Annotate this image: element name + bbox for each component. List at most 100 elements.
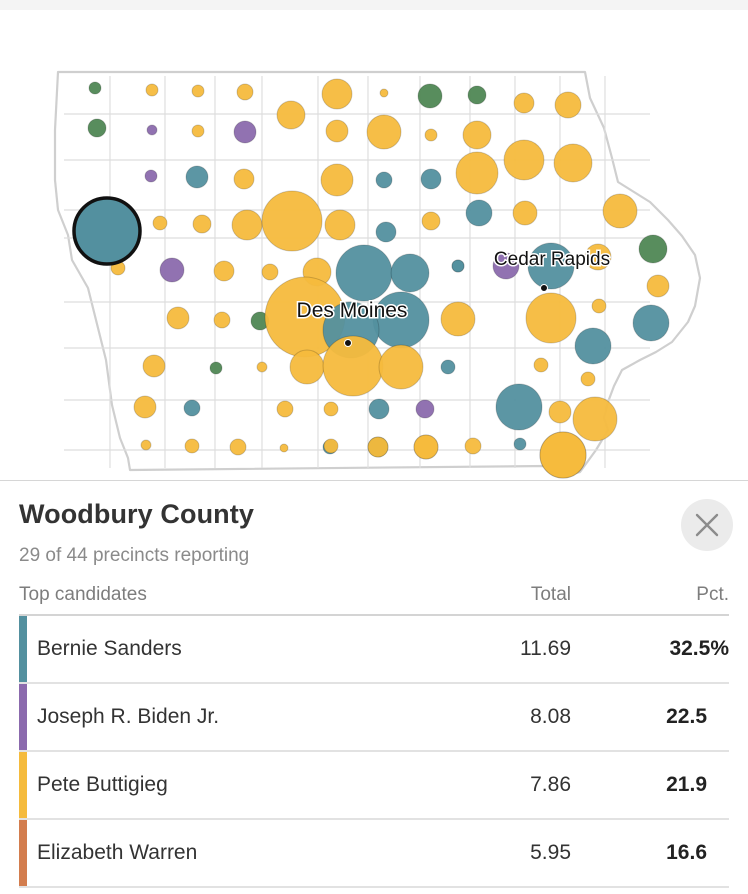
candidate-name: Joseph R. Biden Jr. xyxy=(37,705,220,728)
county-bubbles[interactable] xyxy=(72,78,670,479)
county-bubble[interactable] xyxy=(231,209,263,241)
county-bubble[interactable] xyxy=(368,398,390,420)
county-bubble[interactable] xyxy=(574,327,612,365)
county-bubble[interactable] xyxy=(455,151,499,195)
county-bubble[interactable] xyxy=(192,214,212,234)
county-bubble[interactable] xyxy=(146,124,158,136)
county-bubble[interactable] xyxy=(539,431,587,479)
county-bubble[interactable] xyxy=(88,81,102,95)
county-bubble[interactable] xyxy=(632,304,670,342)
close-button[interactable] xyxy=(681,499,733,551)
county-bubble[interactable] xyxy=(492,252,520,280)
county-bubble[interactable] xyxy=(602,193,638,229)
county-bubble[interactable] xyxy=(379,88,389,98)
county-bubble[interactable] xyxy=(159,257,185,283)
county-bubble[interactable] xyxy=(440,301,476,337)
county-bubble[interactable] xyxy=(191,84,205,98)
county-bubble[interactable] xyxy=(512,200,538,226)
candidate-total: 5.95 xyxy=(530,841,571,864)
county-bubble[interactable] xyxy=(140,439,152,451)
county-bubble[interactable] xyxy=(572,396,618,442)
county-bubble[interactable] xyxy=(513,437,527,451)
county-bubble[interactable] xyxy=(213,260,235,282)
county-bubble[interactable] xyxy=(229,438,247,456)
county-bubble[interactable] xyxy=(503,139,545,181)
county-bubble[interactable] xyxy=(289,349,325,385)
iowa-results-map[interactable]: Des Moines Cedar Rapids xyxy=(0,10,748,480)
candidate-color-swatch xyxy=(19,616,27,682)
top-strip xyxy=(0,0,748,10)
county-bubble[interactable] xyxy=(87,118,107,138)
county-bubble[interactable] xyxy=(527,242,575,290)
county-bubble[interactable] xyxy=(185,165,209,189)
county-bubble[interactable] xyxy=(335,244,393,302)
county-detail-panel: Woodbury County 29 of 44 precincts repor… xyxy=(0,480,748,894)
county-bubble[interactable] xyxy=(525,292,577,344)
county-bubble[interactable] xyxy=(390,253,430,293)
county-bubble[interactable] xyxy=(465,199,493,227)
county-bubble[interactable] xyxy=(366,114,402,150)
county-bubble[interactable] xyxy=(276,400,294,418)
county-bubble[interactable] xyxy=(233,120,257,144)
county-bubble[interactable] xyxy=(142,354,166,378)
county-bubble[interactable] xyxy=(209,361,223,375)
table-row: Joseph R. Biden Jr. 8.08 22.5 xyxy=(19,684,729,752)
county-bubble[interactable] xyxy=(420,168,442,190)
county-bubble[interactable] xyxy=(533,357,549,373)
county-bubble[interactable] xyxy=(467,85,487,105)
county-bubble[interactable] xyxy=(421,211,441,231)
county-bubble[interactable] xyxy=(256,361,268,373)
table-row: Bernie Sanders 11.69 32.5% xyxy=(19,616,729,684)
candidate-name: Bernie Sanders xyxy=(37,637,182,660)
county-bubble[interactable] xyxy=(646,274,670,298)
county-bubble[interactable] xyxy=(417,83,443,109)
county-bubble[interactable] xyxy=(276,100,306,130)
county-bubble[interactable] xyxy=(553,143,593,183)
county-bubble[interactable] xyxy=(325,119,349,143)
candidate-total: 7.86 xyxy=(530,773,571,796)
candidate-color-swatch xyxy=(19,752,27,818)
county-bubble[interactable] xyxy=(191,124,205,138)
county-bubble[interactable] xyxy=(279,443,289,453)
county-bubble[interactable] xyxy=(548,400,572,424)
county-bubble[interactable] xyxy=(367,436,389,458)
county-bubble[interactable] xyxy=(133,395,157,419)
county-bubble[interactable] xyxy=(183,399,201,417)
candidate-total: 11.69 xyxy=(520,637,571,660)
county-bubble[interactable] xyxy=(554,91,582,119)
county-bubble[interactable] xyxy=(591,298,607,314)
county-bubble[interactable] xyxy=(415,399,435,419)
county-bubble[interactable] xyxy=(322,335,384,397)
county-bubble[interactable] xyxy=(513,92,535,114)
county-bubble[interactable] xyxy=(145,83,159,97)
county-bubble[interactable] xyxy=(424,128,438,142)
county-bubble[interactable] xyxy=(584,243,612,271)
county-bubble[interactable] xyxy=(184,438,200,454)
candidate-name: Elizabeth Warren xyxy=(37,841,198,864)
county-bubble[interactable] xyxy=(233,168,255,190)
county-bubble[interactable] xyxy=(375,171,393,189)
county-bubble[interactable] xyxy=(323,401,339,417)
county-bubble[interactable] xyxy=(378,344,424,390)
county-bubble[interactable] xyxy=(323,438,339,454)
county-bubble[interactable] xyxy=(462,120,492,150)
county-bubble[interactable] xyxy=(413,434,439,460)
county-bubble[interactable] xyxy=(464,437,482,455)
county-bubble[interactable] xyxy=(261,263,279,281)
county-bubble[interactable] xyxy=(320,163,354,197)
county-bubble[interactable] xyxy=(451,259,465,273)
county-bubble[interactable] xyxy=(144,169,158,183)
county-bubble[interactable] xyxy=(495,383,543,431)
county-bubble[interactable] xyxy=(638,234,668,264)
county-bubble[interactable] xyxy=(321,78,353,110)
county-bubble[interactable] xyxy=(375,221,397,243)
county-bubble[interactable] xyxy=(580,371,596,387)
county-bubble[interactable] xyxy=(440,359,456,375)
county-bubble[interactable] xyxy=(152,215,168,231)
county-bubble[interactable] xyxy=(213,311,231,329)
county-bubble[interactable] xyxy=(236,83,254,101)
county-bubble[interactable] xyxy=(166,306,190,330)
selected-county-bubble[interactable] xyxy=(72,196,142,266)
county-bubble[interactable] xyxy=(324,209,356,241)
county-bubble[interactable] xyxy=(261,190,323,252)
